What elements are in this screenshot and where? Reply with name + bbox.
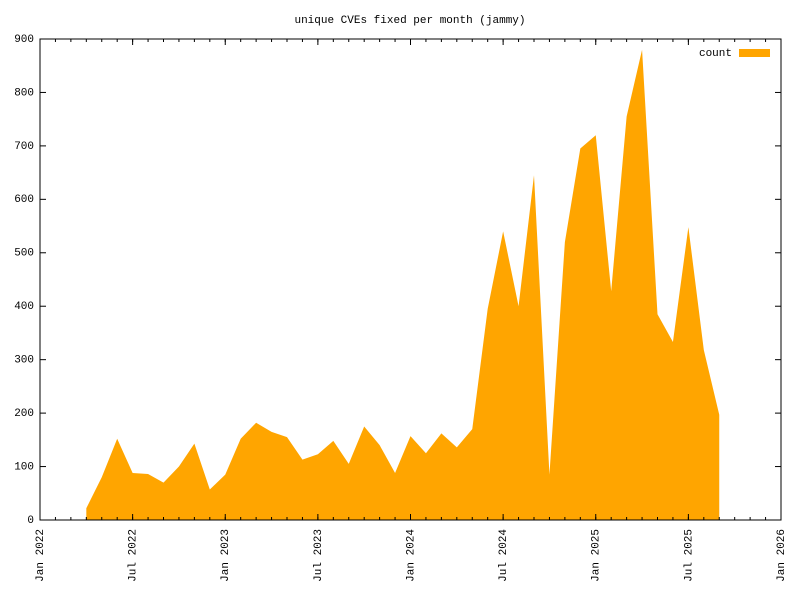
- y-tick-label: 0: [27, 515, 34, 527]
- area: [86, 49, 720, 520]
- legend-label: count: [699, 48, 732, 60]
- x-tick-label: Jan 2026: [776, 529, 788, 582]
- y-tick-label: 200: [14, 408, 34, 420]
- x-tick-label: Jan 2023: [220, 529, 232, 582]
- x-tick-label: Jul 2023: [313, 529, 325, 582]
- y-tick-label: 800: [14, 87, 34, 99]
- x-tick-label: Jan 2022: [35, 529, 47, 582]
- y-tick-label: 600: [14, 194, 34, 206]
- y-tick-label: 900: [14, 34, 34, 46]
- y-tick-label: 500: [14, 248, 34, 260]
- x-tick-label: Jan 2024: [405, 529, 417, 582]
- x-tick-label: Jul 2025: [683, 529, 695, 582]
- chart-title: unique CVEs fixed per month (jammy): [294, 15, 525, 27]
- y-tick-label: 400: [14, 301, 34, 313]
- x-tick-label: Jul 2022: [128, 529, 140, 582]
- y-tick-label: 300: [14, 355, 34, 367]
- x-tick-label: Jul 2024: [498, 529, 510, 582]
- y-tick-label: 700: [14, 141, 34, 153]
- legend-swatch: [739, 49, 770, 57]
- y-tick-label: 100: [14, 461, 34, 473]
- x-tick-label: Jan 2025: [591, 529, 603, 582]
